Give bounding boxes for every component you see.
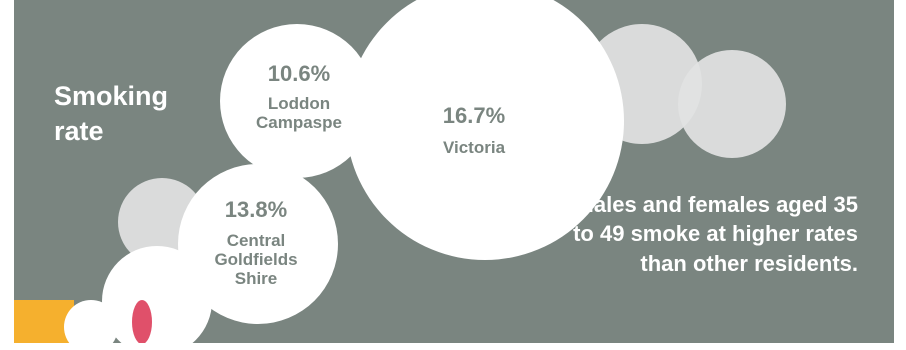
- cigarette-body: [102, 246, 212, 343]
- victoria-name: Victoria: [442, 137, 506, 157]
- bubble-loddon-campaspe: [220, 24, 374, 178]
- cigarette-paper: [64, 300, 118, 343]
- label-loddon-campaspe: 10.6% Loddon Campaspe: [240, 61, 358, 132]
- label-central-goldfields: 13.8% Central Goldfields Shire: [200, 197, 312, 288]
- decorative-bubble: [678, 50, 786, 158]
- loddon-campaspe-name: Loddon Campaspe: [256, 93, 342, 132]
- victoria-rate: 16.7%: [442, 103, 506, 128]
- central-goldfields-name: Central Goldfields Shire: [214, 230, 298, 288]
- page-title: Smoking rate: [54, 81, 169, 147]
- note-text: Males and females aged 35 to 49 smoke at…: [573, 192, 858, 276]
- cigarette-ember: [132, 300, 152, 343]
- loddon-campaspe-rate: 10.6%: [267, 61, 331, 86]
- infographic-panel: Smoking rate 10.6% Loddon Campaspe 16.7%…: [14, 0, 894, 343]
- label-victoria: 16.7% Victoria: [404, 103, 544, 157]
- bubble-victoria: [346, 0, 624, 260]
- central-goldfields-rate: 13.8%: [224, 197, 288, 222]
